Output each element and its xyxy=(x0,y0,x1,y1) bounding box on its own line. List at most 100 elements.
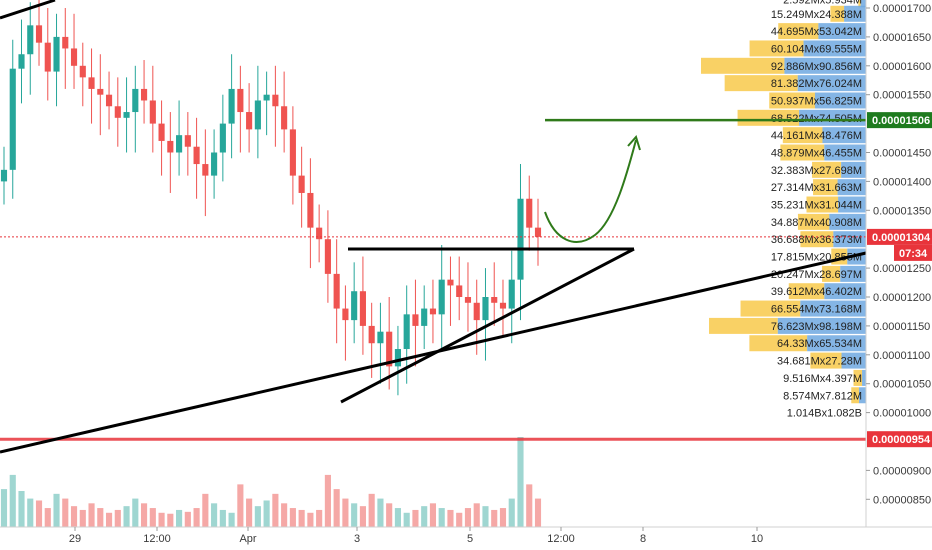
candle-body xyxy=(394,349,401,367)
candle-body xyxy=(517,198,524,280)
candle-body xyxy=(272,94,279,107)
candle-body xyxy=(289,129,296,176)
volume-bars xyxy=(0,437,542,527)
candle-body xyxy=(237,88,244,113)
volume-profile-label: 48.879Mx46.455M xyxy=(771,148,862,160)
volume-bar xyxy=(9,474,16,527)
volume-profile-sell-bar xyxy=(807,335,866,352)
candle-body xyxy=(70,48,78,66)
time-axis-tick-label: 5 xyxy=(467,533,473,545)
volume-bar xyxy=(526,484,533,527)
volume-profile-label: 32.383Mx27.698M xyxy=(771,165,862,177)
volume-profile-buy-bar xyxy=(812,161,842,178)
time-axis-tick-label: 3 xyxy=(354,533,360,545)
candle-body xyxy=(18,54,25,69)
volume-profile-buy-bar xyxy=(822,265,841,282)
candle-body xyxy=(44,42,51,72)
time-axis-tick-label: Apr xyxy=(239,533,256,545)
volume-profile-sell-bar xyxy=(841,161,866,178)
volume-profile-label: 20.247Mx28.697M xyxy=(771,269,862,281)
candle-body xyxy=(88,77,95,89)
drawing-lines[interactable] xyxy=(0,0,867,454)
volume-profile-buy-bar xyxy=(778,23,819,40)
candle-body xyxy=(62,36,69,49)
time-axis[interactable]: 29 12:00 Apr 3 5 12:00 8 10 xyxy=(69,527,763,545)
volume-profile-sell-bar xyxy=(824,144,866,161)
volume-profile-buy-bar xyxy=(780,144,825,161)
volume-profile-sell-bar xyxy=(860,0,866,8)
candle-body xyxy=(35,25,43,43)
volume-bar xyxy=(447,509,454,527)
price-tags: 0.00001506 0.00001304 07:34 0.00000954 xyxy=(867,112,932,448)
volume-bar xyxy=(377,498,384,527)
volume-bar xyxy=(62,498,69,527)
volume-bar xyxy=(88,503,95,527)
price-axis-tick-label: 0.00001650 xyxy=(873,32,931,44)
volume-bar xyxy=(499,508,507,527)
candle-body xyxy=(167,140,174,153)
price-axis-tick-label: 0.00001200 xyxy=(873,292,931,304)
volume-bar xyxy=(298,509,305,527)
price-axis-tick-label: 0.00001150 xyxy=(873,321,930,333)
volume-profile: 2.592Mx5.934M 15.249Mx24.388M 44.695Mx53.0… xyxy=(701,0,866,420)
price-axis-tick-label: 0.00000850 xyxy=(873,494,931,506)
volume-bar xyxy=(184,511,191,527)
volume-profile-sell-bar xyxy=(824,283,866,300)
volume-bar xyxy=(141,503,148,527)
candle-body xyxy=(211,152,218,176)
volume-bar xyxy=(53,493,60,527)
volume-bar xyxy=(254,506,261,527)
candle-body xyxy=(298,175,305,193)
volume-profile-sell-bar xyxy=(814,92,866,109)
volume-bar xyxy=(132,498,139,527)
volume-bar xyxy=(482,506,489,527)
price-axis-tick-label: 0.00000900 xyxy=(873,465,931,477)
volume-profile-sell-bar xyxy=(800,300,866,317)
volume-profile-sell-bar xyxy=(784,57,866,74)
volume-bar xyxy=(359,506,366,527)
projection-arrow-path xyxy=(544,139,637,243)
volume-bar xyxy=(517,437,524,527)
price-axis-tick-label: 0.00001250 xyxy=(873,263,931,275)
volume-profile-label: 9.516Mx4.397M xyxy=(783,373,862,385)
volume-profile-label: 1.014Bx1.082B xyxy=(787,408,862,420)
candle-body xyxy=(403,314,410,350)
volume-bar xyxy=(307,512,314,527)
volume-profile-sell-bar xyxy=(822,127,866,144)
countdown-box xyxy=(894,244,932,261)
candle-body xyxy=(324,239,331,274)
time-axis-tick-label: 29 xyxy=(69,533,81,545)
volume-profile-sell-bar xyxy=(858,387,866,404)
volume-profile-label: 34.681Mx27.28M xyxy=(777,356,862,368)
volume-bar xyxy=(176,509,183,527)
volume-profile-label: 64.33Mx65.534M xyxy=(777,338,862,350)
candle-body xyxy=(114,106,121,118)
candle-body xyxy=(438,279,445,315)
volume-profile-label: 27.314Mx31.663M xyxy=(771,182,862,194)
volume-bar xyxy=(228,512,235,527)
candle-body xyxy=(184,135,191,147)
volume-bar xyxy=(18,491,25,527)
volume-bar xyxy=(368,493,375,527)
volume-profile-buy-bar xyxy=(813,179,838,196)
arrowhead-icon xyxy=(627,135,641,151)
volume-bar xyxy=(97,508,104,527)
volume-bar xyxy=(394,508,401,527)
price-axis-tick-label: 0.00001350 xyxy=(873,205,931,217)
volume-profile-label: 66.554Mx73.168M xyxy=(771,304,862,316)
volume-profile-label: 81.382Mx76.024M xyxy=(771,78,862,90)
volume-bar xyxy=(272,493,279,527)
time-axis-tick-label: 10 xyxy=(751,533,763,545)
volume-bar xyxy=(237,484,244,527)
candle-body xyxy=(526,198,533,228)
candle-body xyxy=(176,135,183,153)
price-axis-tick-label: 0.00001450 xyxy=(873,148,931,160)
volume-profile-buy-bar xyxy=(749,335,808,352)
volume-bar xyxy=(491,509,498,527)
candle-body xyxy=(377,331,384,344)
target-price-tag-label: 0.00001506 xyxy=(872,115,930,127)
candle-body xyxy=(132,88,139,113)
price-axis[interactable]: 0.00001700 0.00001650 0.00001600 0.00001550… xyxy=(866,3,931,506)
candle-body xyxy=(464,297,472,303)
